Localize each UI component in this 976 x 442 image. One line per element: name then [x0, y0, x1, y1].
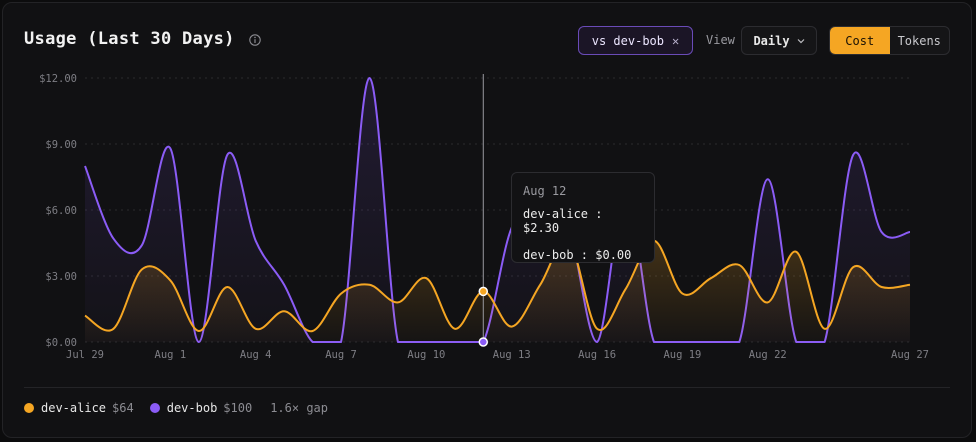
tooltip-row-bob: dev-bob : $0.00 [523, 248, 632, 262]
page-title: Usage (Last 30 Days) [24, 29, 235, 49]
hover-point-dev-alice [478, 286, 489, 297]
tooltip-row-alice: dev-alice : $2.30 [523, 207, 603, 235]
x-tick-label: Aug 16 [578, 349, 616, 361]
x-tick-label: Jul 29 [66, 349, 104, 361]
metric-toggle: Cost Tokens [829, 26, 950, 55]
legend-divider [24, 387, 950, 388]
y-tick-label: $12.00 [39, 73, 77, 85]
view-select[interactable]: Daily [741, 26, 817, 55]
series-line-dev-alice [84, 238, 911, 333]
x-tick-label: Aug 1 [155, 349, 187, 361]
compare-chip-label: vs dev-bob [591, 33, 664, 48]
x-tick-label: Aug 4 [240, 349, 272, 361]
view-label: View [706, 33, 735, 47]
series-area-dev-alice [85, 239, 910, 342]
tab-cost[interactable]: Cost [830, 27, 890, 54]
legend-dot-bob [149, 403, 160, 413]
hover-point-dev-bob [478, 337, 489, 347]
y-tick-label: $9.00 [45, 139, 77, 151]
legend-gap: 1.6× gap [270, 401, 328, 415]
close-icon[interactable]: ✕ [672, 33, 680, 48]
tooltip-date: Aug 12 [523, 184, 567, 198]
y-tick-label: $0.00 [45, 337, 77, 349]
usage-chart: $0.00 $3.00 $6.00 $9.00 $12.00 Jul 29 Aug 1 Aug… [39, 73, 929, 361]
x-tick-label: Aug 10 [407, 349, 445, 361]
x-tick-label: Aug 27 [891, 349, 929, 361]
chart-tooltip: Aug 12 dev-alice : $2.30 dev-bob : $0.00 [511, 172, 655, 263]
view-select-value: Daily [753, 33, 790, 48]
tab-tokens[interactable]: Tokens [897, 33, 941, 48]
legend: dev-alice $64 dev-bob $100 1.6× gap [24, 401, 328, 415]
y-tick-label: $3.00 [45, 271, 77, 283]
legend-value-alice: $64 [112, 401, 134, 415]
legend-name-alice: dev-alice [41, 401, 107, 415]
chevron-down-icon [797, 38, 804, 43]
x-tick-label: Aug 22 [749, 349, 787, 361]
x-tick-label: Aug 13 [493, 349, 531, 361]
legend-name-bob: dev-bob [166, 401, 218, 415]
legend-dot-alice [24, 403, 34, 413]
legend-value-bob: $100 [223, 401, 253, 415]
x-tick-label: Aug 19 [663, 349, 701, 361]
compare-chip[interactable]: vs dev-bob ✕ [578, 26, 693, 55]
x-tick-label: Aug 7 [325, 349, 357, 361]
info-icon[interactable] [249, 34, 261, 46]
y-tick-label: $6.00 [45, 205, 77, 217]
